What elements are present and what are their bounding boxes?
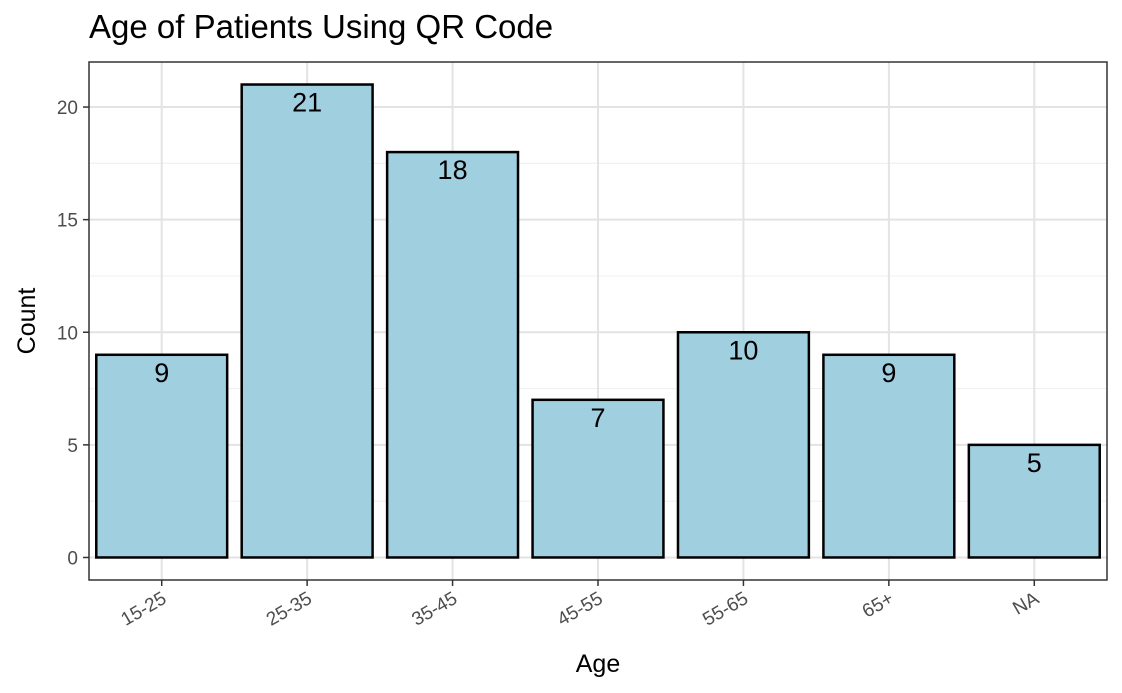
bars	[95, 83, 1101, 559]
y-tick-label: 5	[67, 436, 78, 457]
bar-value-label: 5	[1027, 448, 1042, 478]
x-tick-label: NA	[1009, 588, 1043, 620]
y-axis-title: Count	[13, 288, 41, 355]
bar-65+	[822, 353, 956, 559]
bar-value-label: 18	[438, 155, 468, 185]
bar-25-35	[240, 83, 374, 559]
bar-value-label: 9	[881, 358, 896, 388]
x-tick-label: 65+	[859, 588, 897, 622]
chart-title: Age of Patients Using QR Code	[89, 8, 554, 45]
x-tick-label: 15-25	[118, 588, 171, 630]
bar-55-65	[676, 331, 811, 559]
x-tick-label: 45-55	[554, 588, 607, 630]
x-axis-title: Age	[576, 650, 620, 678]
x-tick-label: 55-65	[699, 588, 752, 630]
y-tick-label: 20	[57, 98, 78, 119]
bar-value-label: 7	[590, 403, 605, 433]
bar-value-label: 9	[154, 358, 169, 388]
y-tick-label: 15	[57, 211, 78, 232]
bar-value-label: 10	[728, 335, 758, 365]
bar-45-55	[531, 398, 665, 559]
y-tick-label: 0	[67, 548, 78, 569]
bar-15-25	[95, 353, 229, 559]
y-tick-label: 10	[57, 323, 78, 344]
bar-value-label: 21	[292, 88, 322, 118]
x-tick-label: 25-35	[263, 588, 316, 630]
bar-35-45	[385, 150, 520, 559]
bar-NA	[967, 443, 1101, 559]
bar-value-labels: 9 21 18 7 10 9 5	[154, 88, 1042, 478]
x-tick-label: 35-45	[408, 588, 461, 630]
